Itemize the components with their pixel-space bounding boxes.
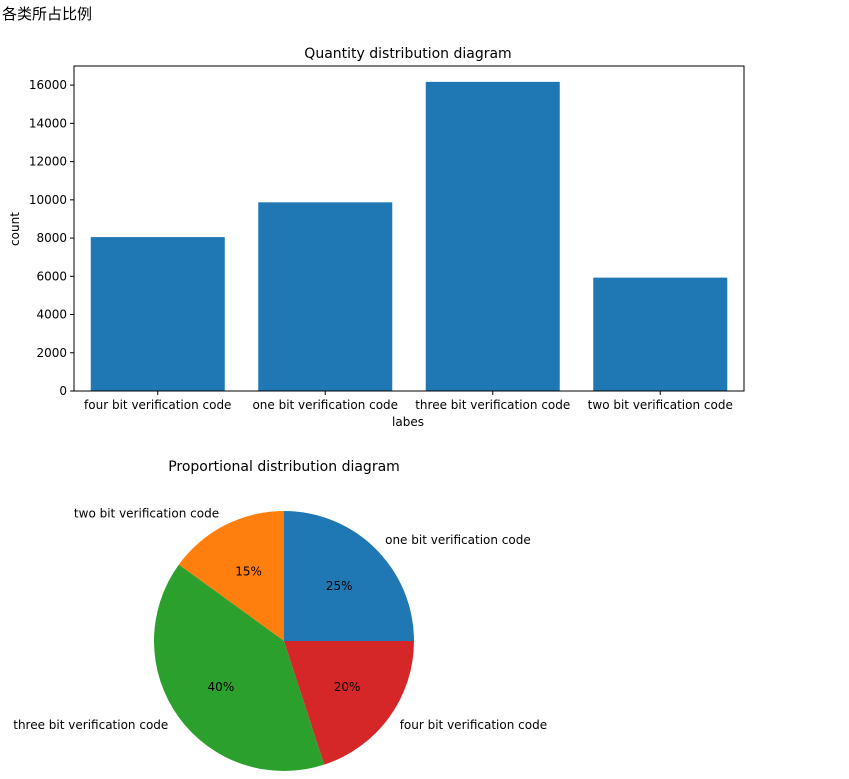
bar-chart: Quantity distribution diagram 0 2000 4000 6… <box>8 46 745 429</box>
bar <box>425 81 560 391</box>
pie-slice <box>284 511 414 641</box>
y-tick-label: 16000 <box>29 78 67 92</box>
pie-slice <box>154 564 325 771</box>
y-tick-label: 14000 <box>29 116 67 130</box>
plot-frame <box>73 65 745 392</box>
y-axis-label: count <box>8 212 22 246</box>
pie-chart: Proportional distribution diagram 25% one… <box>13 459 547 771</box>
y-tick-label: 4000 <box>36 308 67 322</box>
x-tick-label: one bit verification code <box>252 398 398 412</box>
bar <box>90 237 225 391</box>
y-tick-label: 12000 <box>29 155 67 169</box>
x-tick-label: four bit verification code <box>84 398 231 412</box>
x-tick-label: two bit verification code <box>588 398 733 412</box>
bar-chart-title: Quantity distribution diagram <box>304 46 511 62</box>
y-tick-label: 2000 <box>36 346 67 360</box>
pie-slices: 25% one bit verification code 15% two bit v… <box>13 507 547 771</box>
bars-group <box>90 81 728 391</box>
pie-category-label: four bit verification code <box>400 718 547 732</box>
pie-slice <box>178 511 284 641</box>
pie-slice <box>284 641 414 765</box>
y-tick-label: 6000 <box>36 269 67 283</box>
pie-pct-label: 25% <box>326 579 353 593</box>
pie-category-label: two bit verification code <box>74 507 219 521</box>
y-tick-label: 10000 <box>29 193 67 207</box>
pie-pct-label: 15% <box>235 565 262 579</box>
page-heading: 各类所占比例 <box>2 5 93 23</box>
y-tick-label: 8000 <box>36 231 67 245</box>
pie-pct-label: 40% <box>208 680 235 694</box>
x-axis: four bit verification code one bit verifi… <box>84 391 733 412</box>
x-tick-label: three bit verification code <box>415 398 570 412</box>
pie-pct-label: 20% <box>334 680 361 694</box>
x-axis-label: labes <box>392 415 424 429</box>
y-tick-label: 0 <box>59 384 67 398</box>
bar <box>258 202 393 391</box>
y-axis: 0 2000 4000 6000 8000 10000 12000 14000 16000 <box>29 78 74 398</box>
bar <box>593 277 728 391</box>
pie-category-label: three bit verification code <box>13 718 168 732</box>
pie-chart-title: Proportional distribution diagram <box>168 459 400 475</box>
pie-category-label: one bit verification code <box>385 533 531 547</box>
